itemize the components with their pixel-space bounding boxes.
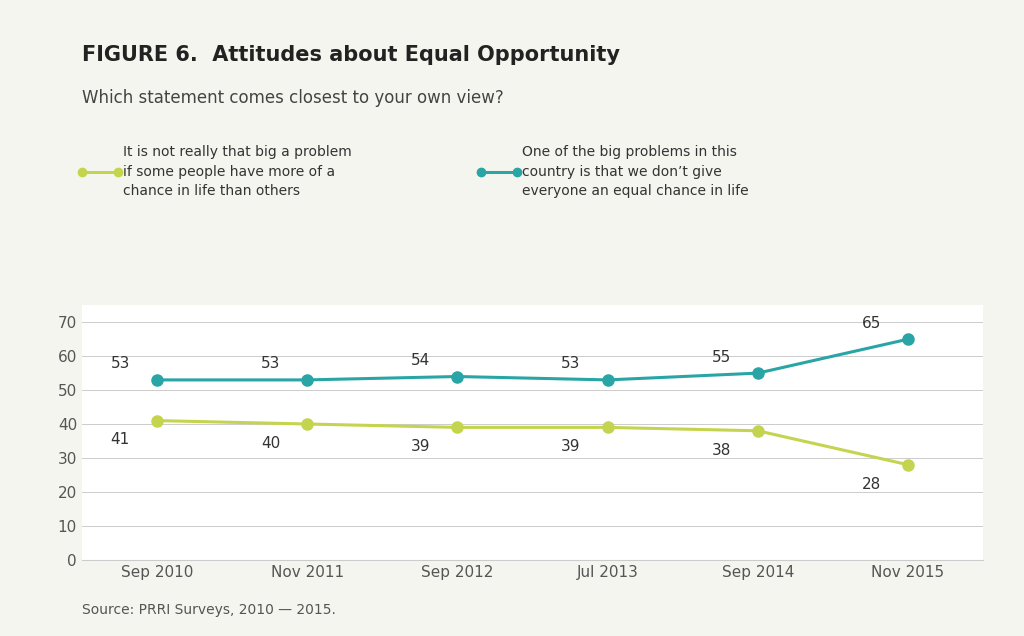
- Text: 28: 28: [861, 476, 881, 492]
- Text: 54: 54: [411, 353, 430, 368]
- Text: Which statement comes closest to your own view?: Which statement comes closest to your ow…: [82, 89, 504, 107]
- Text: 41: 41: [111, 432, 130, 448]
- Text: 65: 65: [861, 315, 881, 331]
- Text: 55: 55: [712, 350, 731, 364]
- Text: It is not really that big a problem
if some people have more of a
chance in life: It is not really that big a problem if s…: [123, 145, 351, 198]
- Text: 53: 53: [111, 356, 130, 371]
- Text: 40: 40: [261, 436, 281, 451]
- Text: 38: 38: [712, 443, 731, 458]
- Text: 39: 39: [411, 439, 430, 454]
- Text: 39: 39: [561, 439, 581, 454]
- Text: FIGURE 6.  Attitudes about Equal Opportunity: FIGURE 6. Attitudes about Equal Opportun…: [82, 45, 620, 64]
- Text: One of the big problems in this
country is that we don’t give
everyone an equal : One of the big problems in this country …: [522, 145, 749, 198]
- Text: 53: 53: [561, 356, 581, 371]
- Text: 53: 53: [261, 356, 281, 371]
- Text: Source: PRRI Surveys, 2010 — 2015.: Source: PRRI Surveys, 2010 — 2015.: [82, 603, 336, 617]
